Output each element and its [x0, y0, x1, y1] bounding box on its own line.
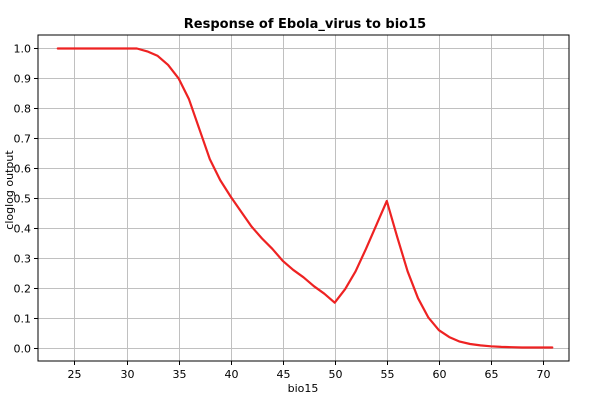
x-tick-label: 45	[277, 368, 291, 381]
x-axis: 25 30 35 40 45 50 55 60 65 70	[68, 361, 551, 381]
x-tick-label: 70	[537, 368, 551, 381]
y-axis: 0.0 0.1 0.2 0.3 0.4 0.5 0.6 0.7 0.8 0.9 1.0	[14, 43, 38, 356]
y-tick-label: 0.5	[14, 193, 32, 206]
x-axis-label: bio15	[288, 382, 319, 395]
x-tick-label: 50	[329, 368, 343, 381]
y-tick-label: 0.4	[14, 223, 32, 236]
chart-title: Response of Ebola_virus to bio15	[184, 17, 426, 32]
x-tick-label: 65	[485, 368, 499, 381]
grid	[38, 35, 569, 361]
y-tick-label: 0.0	[14, 343, 32, 356]
y-tick-label: 0.9	[14, 73, 32, 86]
series-line-0	[56, 47, 554, 349]
x-tick-label: 25	[68, 368, 82, 381]
x-tick-label: 40	[225, 368, 239, 381]
y-tick-label: 0.1	[14, 313, 32, 326]
y-axis-label: cloglog output	[3, 150, 16, 230]
y-tick-label: 0.7	[14, 133, 32, 146]
x-tick-label: 35	[173, 368, 187, 381]
y-tick-label: 0.6	[14, 163, 32, 176]
x-tick-label: 55	[381, 368, 395, 381]
y-tick-label: 1.0	[14, 43, 32, 56]
y-tick-label: 0.8	[14, 103, 32, 116]
x-tick-label: 30	[121, 368, 135, 381]
x-tick-label: 60	[433, 368, 447, 381]
y-tick-label: 0.3	[14, 253, 32, 266]
y-tick-label: 0.2	[14, 283, 32, 296]
series-group	[56, 47, 554, 349]
